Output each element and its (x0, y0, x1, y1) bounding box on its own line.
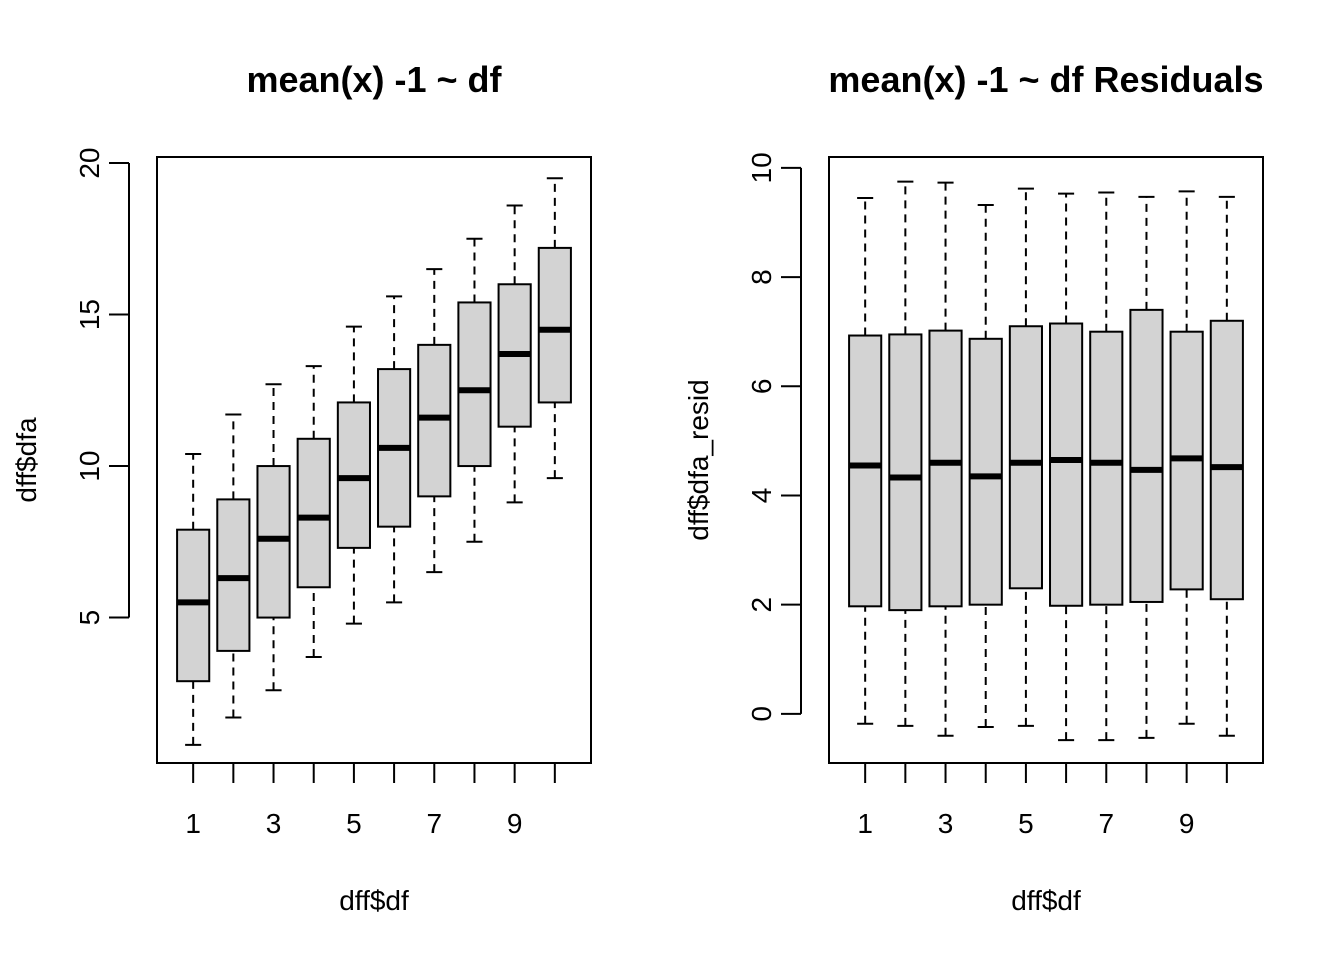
x-axis-label: dff$df (339, 885, 409, 916)
box-5 (1008, 187, 1043, 727)
x-tick-label: 1 (185, 808, 201, 839)
x-tick-label: 1 (857, 808, 873, 839)
box-2 (888, 180, 923, 727)
box-3 (256, 383, 291, 692)
box-7 (417, 268, 452, 574)
box-iqr (296, 437, 331, 589)
y-tick-label: 0 (746, 706, 777, 722)
chart-title: mean(x) -1 ~ df Residuals (828, 59, 1263, 100)
box-iqr (848, 334, 883, 608)
box-iqr (1008, 325, 1043, 590)
box-1 (848, 196, 883, 725)
box-10 (1209, 195, 1244, 737)
box-1 (176, 452, 211, 746)
box-iqr (928, 329, 963, 608)
box-iqr (888, 333, 923, 612)
box-group (848, 180, 1244, 742)
x-tick-label: 5 (346, 808, 362, 839)
box-4 (296, 365, 331, 658)
y-tick-label: 10 (746, 152, 777, 183)
y-tick-label: 6 (746, 379, 777, 395)
plot-frame (156, 156, 592, 764)
y-tick-label: 10 (74, 450, 105, 481)
x-tick-label: 5 (1018, 808, 1034, 839)
chart-title: mean(x) -1 ~ df (246, 59, 502, 100)
box-iqr (968, 337, 1003, 606)
box-9 (1169, 190, 1204, 725)
box-7 (1089, 191, 1124, 742)
box-iqr (256, 465, 291, 619)
box-8 (457, 237, 492, 543)
box-6 (377, 295, 412, 604)
box-iqr (216, 498, 251, 652)
box-iqr (1089, 330, 1124, 606)
y-tick-label: 5 (74, 610, 105, 626)
y-axis: 5 10 15 20 (74, 147, 130, 626)
box-iqr (417, 343, 452, 498)
box-iqr (336, 401, 371, 549)
y-tick-label: 8 (746, 269, 777, 285)
box-3 (928, 181, 963, 737)
box-iqr (457, 301, 492, 468)
x-tick-label: 7 (426, 808, 442, 839)
y-tick-label: 15 (74, 299, 105, 330)
box-4 (968, 204, 1003, 728)
x-tick-label: 9 (507, 808, 523, 839)
x-axis-label: dff$df (1011, 885, 1081, 916)
chart-panel-left: mean(x) -1 ~ df 5 10 15 20 1 3 5 7 9 dff$df dff… (11, 59, 592, 916)
x-tick-label: 9 (1179, 808, 1195, 839)
box-8 (1129, 195, 1164, 739)
box-6 (1049, 192, 1084, 742)
x-axis: 1 3 5 7 9 (857, 763, 1228, 839)
y-axis-label: dff$dfa_resid (683, 379, 714, 540)
box-iqr (1129, 308, 1164, 603)
box-group (176, 177, 572, 746)
y-axis-label: dff$dfa (11, 417, 42, 503)
y-axis: 0 2 4 6 8 10 (746, 152, 802, 722)
box-iqr (1209, 319, 1244, 601)
box-iqr (537, 246, 572, 404)
box-iqr (1049, 322, 1084, 607)
x-tick-label: 3 (266, 808, 282, 839)
y-tick-label: 2 (746, 597, 777, 613)
plot-frame (828, 156, 1264, 764)
box-2 (216, 413, 251, 719)
x-axis: 1 3 5 7 9 (185, 763, 556, 839)
box-5 (336, 325, 371, 625)
box-iqr (176, 528, 211, 683)
x-tick-label: 7 (1098, 808, 1114, 839)
box-10 (537, 177, 572, 480)
box-9 (497, 204, 532, 504)
x-tick-label: 3 (938, 808, 954, 839)
y-tick-label: 20 (74, 147, 105, 178)
y-tick-label: 4 (746, 488, 777, 504)
